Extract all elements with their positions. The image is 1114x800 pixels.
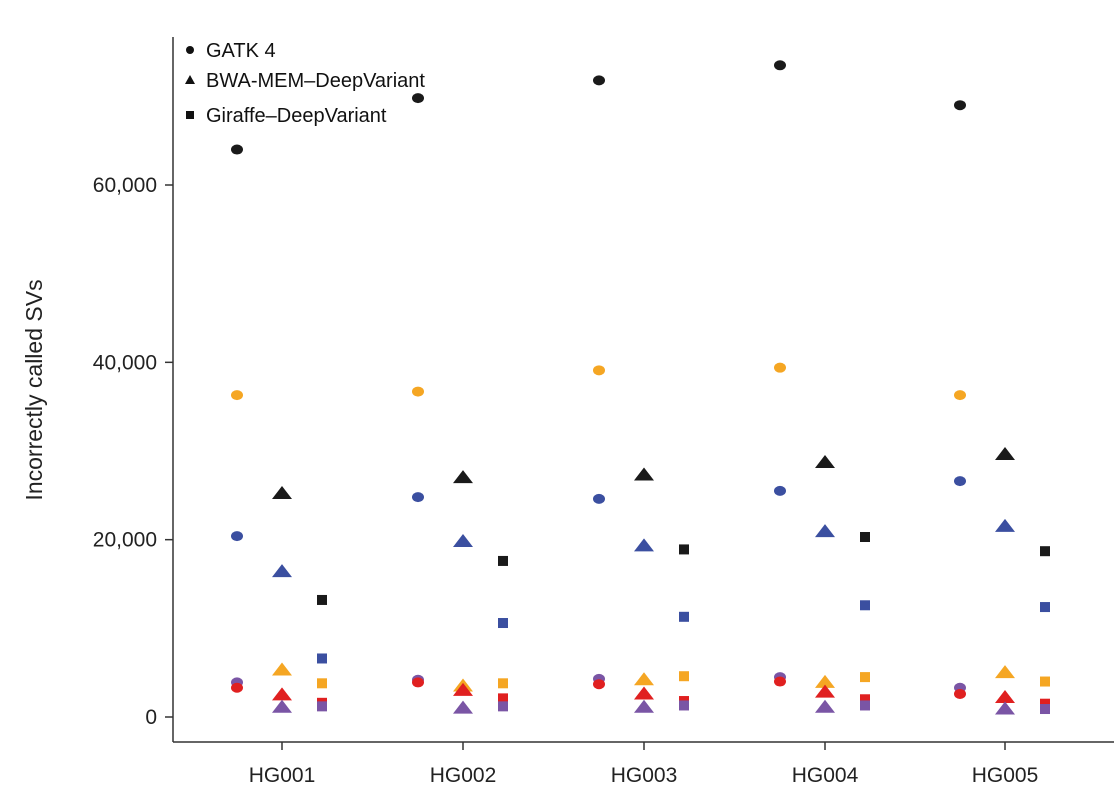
- square-point: [679, 700, 689, 711]
- triangle-point: [995, 701, 1015, 715]
- legend: GATK 4 BWA-MEM–DeepVariant Giraffe–DeepVar…: [185, 40, 425, 127]
- triangle-point: [272, 564, 292, 578]
- y-tick-label: 40,000: [93, 351, 157, 374]
- triangle-point: [815, 674, 835, 688]
- triangle-point: [995, 447, 1015, 461]
- square-point: [498, 678, 508, 689]
- y-tick-label: 20,000: [93, 529, 157, 552]
- x-tick-label: HG003: [611, 764, 678, 787]
- circle-point: [412, 386, 424, 397]
- square-point: [679, 671, 689, 682]
- square-point: [860, 700, 870, 711]
- y-axis-title: Incorrectly called SVs: [21, 279, 47, 500]
- circle-point: [954, 390, 966, 401]
- circle-point: [231, 682, 243, 693]
- circle-point: [774, 676, 786, 687]
- x-tick-label: HG002: [430, 764, 497, 787]
- square-point: [860, 532, 870, 543]
- square-point: [317, 678, 327, 689]
- circle-point: [593, 75, 605, 86]
- triangle-point: [995, 518, 1015, 532]
- legend-triangle-icon: [185, 75, 195, 84]
- square-point: [317, 701, 327, 712]
- triangle-point: [453, 700, 473, 714]
- square-point: [498, 693, 508, 704]
- square-point: [679, 544, 689, 555]
- circle-point: [412, 492, 424, 503]
- circle-point: [593, 679, 605, 690]
- triangle-point: [815, 524, 835, 538]
- circle-point: [954, 100, 966, 111]
- y-tick-label: 0: [145, 706, 157, 729]
- circle-point: [774, 60, 786, 71]
- circle-point: [231, 390, 243, 401]
- data-points: [231, 60, 1050, 715]
- triangle-point: [995, 665, 1015, 679]
- triangle-point: [815, 684, 835, 698]
- circle-point: [412, 677, 424, 688]
- circle-point: [412, 93, 424, 104]
- square-point: [860, 600, 870, 611]
- y-tick-label: 60,000: [93, 174, 157, 197]
- square-point: [860, 672, 870, 683]
- legend-label: Giraffe–DeepVariant: [206, 105, 387, 127]
- legend-label: GATK 4: [206, 40, 276, 62]
- y-ticks: 0 20,000 40,000 60,000: [93, 174, 173, 729]
- circle-point: [954, 476, 966, 487]
- square-point: [1040, 602, 1050, 613]
- axes: [172, 37, 1114, 743]
- square-point: [1040, 698, 1050, 709]
- triangle-point: [815, 455, 835, 469]
- square-point: [1040, 704, 1050, 715]
- triangle-point: [453, 533, 473, 547]
- square-point: [1040, 676, 1050, 687]
- triangle-point: [634, 686, 654, 700]
- square-point: [498, 555, 508, 566]
- x-tick-label: HG004: [792, 764, 859, 787]
- triangle-point: [272, 486, 292, 500]
- triangle-point: [272, 699, 292, 713]
- circle-point: [231, 531, 243, 542]
- legend-label: BWA-MEM–DeepVariant: [206, 70, 425, 92]
- circle-point: [231, 144, 243, 155]
- triangle-point: [453, 470, 473, 484]
- triangle-point: [634, 699, 654, 713]
- triangle-point: [272, 687, 292, 701]
- triangle-point: [634, 467, 654, 481]
- square-point: [498, 701, 508, 712]
- triangle-point: [815, 699, 835, 713]
- square-point: [317, 594, 327, 605]
- x-tick-label: HG001: [249, 764, 316, 787]
- circle-point: [774, 485, 786, 496]
- circle-point: [593, 365, 605, 376]
- circle-point: [593, 493, 605, 504]
- triangle-point: [272, 662, 292, 676]
- x-ticks: HG001 HG002 HG003 HG004 HG005: [249, 742, 1039, 787]
- square-point: [317, 653, 327, 664]
- square-point: [679, 611, 689, 622]
- triangle-point: [634, 538, 654, 552]
- circle-point: [954, 688, 966, 699]
- square-point: [1040, 546, 1050, 557]
- x-tick-label: HG005: [972, 764, 1039, 787]
- legend-square-icon: [186, 111, 194, 119]
- legend-circle-icon: [186, 46, 194, 54]
- triangle-point: [453, 682, 473, 696]
- triangle-point: [634, 672, 654, 686]
- square-point: [860, 694, 870, 705]
- triangle-point: [995, 689, 1015, 703]
- square-point: [498, 618, 508, 629]
- circle-point: [774, 362, 786, 373]
